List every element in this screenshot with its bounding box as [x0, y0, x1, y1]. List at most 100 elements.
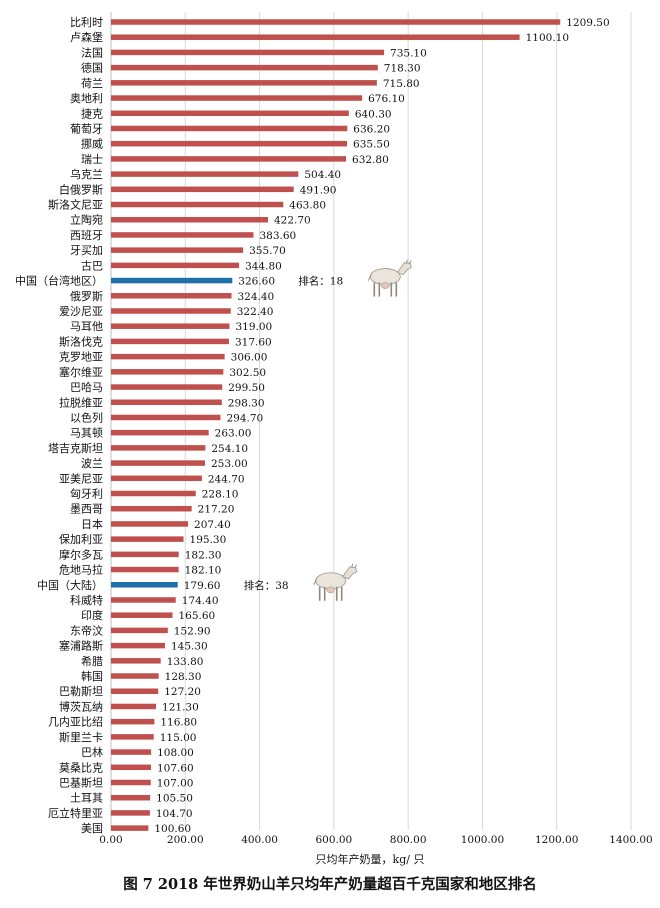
y-category-label: 博茨瓦纳 — [59, 699, 103, 713]
y-category-label: 爱沙尼亚 — [59, 305, 103, 318]
data-label: 383.60 — [259, 230, 296, 242]
data-label: 116.80 — [160, 717, 197, 729]
data-label: 491.90 — [300, 184, 337, 196]
bar — [111, 658, 161, 664]
data-label: 254.10 — [211, 443, 248, 455]
data-label: 104.70 — [156, 808, 193, 820]
data-label: 228.10 — [202, 489, 239, 501]
y-category-label: 奥地利 — [70, 91, 103, 105]
data-label: 244.70 — [208, 473, 245, 485]
bar-highlight — [111, 582, 178, 588]
y-category-label: 比利时 — [70, 16, 103, 29]
bar — [111, 718, 155, 725]
x-tick-label: 400.00 — [241, 834, 278, 846]
y-category-label: 西班牙 — [70, 229, 103, 242]
y-category-label: 拉脱维亚 — [59, 395, 103, 409]
bar — [111, 186, 294, 193]
data-label: 463.80 — [289, 200, 326, 212]
y-category-label: 法国 — [81, 45, 103, 59]
data-label: 319.00 — [235, 321, 272, 333]
bar — [111, 414, 221, 421]
bar — [111, 80, 377, 86]
data-label: 299.50 — [228, 382, 265, 394]
data-label: 1100.10 — [526, 32, 569, 44]
data-label: 207.40 — [194, 519, 231, 531]
bar — [111, 125, 348, 132]
data-label: 128.30 — [165, 671, 202, 683]
data-label: 1209.50 — [566, 17, 609, 29]
data-label: 107.60 — [157, 762, 194, 774]
bar — [111, 308, 231, 314]
bar — [111, 338, 229, 345]
x-tick-label: 1200.00 — [535, 834, 578, 846]
bar — [111, 369, 224, 375]
data-label: 317.60 — [235, 336, 272, 348]
y-category-label: 塔吉克斯坦 — [48, 441, 103, 455]
data-label: 174.40 — [182, 595, 219, 607]
y-category-label: 挪威 — [81, 137, 103, 151]
bar — [111, 429, 209, 436]
data-label: 263.00 — [215, 428, 252, 440]
y-category-label: 印度 — [81, 608, 103, 622]
bar — [111, 110, 349, 117]
bar — [111, 521, 189, 527]
rank-label: 排名：18 — [298, 275, 343, 288]
bar — [111, 673, 159, 679]
y-category-label: 匈牙利 — [70, 487, 103, 501]
y-category-label: 韩国 — [81, 669, 103, 683]
y-category-label: 墨西哥 — [70, 503, 103, 516]
data-label: 322.40 — [237, 306, 274, 318]
y-category-label: 土耳其 — [70, 792, 103, 805]
bar — [111, 734, 154, 740]
data-label: 253.00 — [211, 458, 248, 470]
y-category-label: 俄罗斯 — [70, 290, 103, 303]
data-label: 182.10 — [185, 565, 222, 577]
data-label: 676.10 — [368, 93, 405, 105]
bar — [111, 201, 284, 208]
bar — [111, 551, 179, 558]
data-label: 302.50 — [229, 367, 266, 379]
bar — [111, 627, 168, 634]
data-label: 179.60 — [184, 580, 221, 592]
y-category-label: 乌克兰 — [70, 167, 103, 181]
data-label: 108.00 — [157, 747, 194, 759]
y-category-label: 摩尔多瓦 — [59, 547, 103, 561]
y-category-label: 立陶宛 — [70, 213, 103, 227]
y-category-label: 中国（台湾地区） — [15, 274, 103, 288]
y-category-label: 马其顿 — [70, 426, 103, 440]
x-tick-label: 1400.00 — [609, 834, 652, 846]
y-category-label: 巴哈马 — [70, 381, 103, 394]
y-category-label: 德国 — [81, 61, 103, 75]
bar — [111, 384, 223, 390]
y-category-label: 莫桑比克 — [59, 761, 103, 774]
y-category-label: 希腊 — [81, 654, 103, 668]
y-category-label: 日本 — [81, 517, 103, 531]
bar — [111, 49, 385, 56]
bar — [111, 779, 151, 786]
y-category-label: 塞尔维亚 — [59, 365, 103, 379]
rank-label: 排名：38 — [244, 579, 289, 592]
data-label: 326.60 — [238, 276, 275, 288]
bar — [111, 536, 184, 542]
data-label: 306.00 — [231, 352, 268, 364]
bar — [111, 353, 225, 360]
data-label: 294.70 — [226, 412, 263, 424]
data-label: 121.30 — [162, 701, 199, 713]
data-label: 100.60 — [154, 823, 191, 835]
data-label: 355.70 — [249, 245, 286, 257]
bar — [111, 566, 179, 573]
bar — [111, 764, 151, 771]
y-category-label: 葡萄牙 — [70, 122, 103, 135]
data-label: 105.50 — [156, 793, 193, 805]
x-tick-label: 200.00 — [167, 834, 204, 846]
bar — [111, 399, 222, 405]
bar — [111, 505, 192, 512]
bar — [111, 140, 348, 147]
y-category-label: 卢森堡 — [70, 30, 103, 44]
y-category-label: 斯洛文尼亚 — [48, 198, 103, 212]
bar — [111, 156, 347, 162]
data-label: 640.30 — [355, 108, 392, 120]
data-label: 324.40 — [237, 291, 274, 303]
